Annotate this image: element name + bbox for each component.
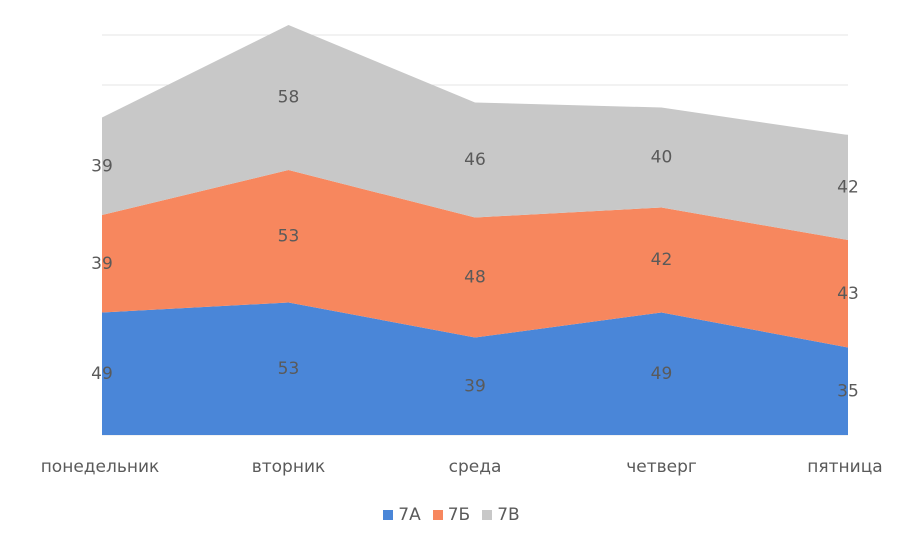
data-label: 43: [837, 284, 859, 304]
data-label: 42: [837, 178, 859, 198]
x-tick-label: пятница: [807, 457, 882, 477]
legend-swatch: [383, 510, 394, 520]
data-label: 48: [464, 268, 486, 288]
data-label: 49: [651, 364, 673, 384]
legend-item: 7А: [383, 505, 421, 525]
area-layer: [102, 25, 848, 435]
data-label: 53: [278, 359, 300, 379]
legend-label: 7Б: [447, 505, 471, 525]
legend-item: 7Б: [432, 505, 471, 525]
data-label: 42: [651, 250, 673, 270]
data-label: 39: [91, 156, 113, 176]
legend-swatch: [432, 510, 443, 520]
legend: 7А 7Б 7В: [0, 505, 903, 525]
data-label: 49: [91, 364, 113, 384]
data-label: 35: [837, 381, 859, 401]
label-layer: 49 53 39 49 35 39 53 48 42 43 39 58 46 40 42: [91, 88, 859, 402]
data-label: 46: [464, 150, 486, 170]
data-label: 39: [91, 254, 113, 274]
area-series-3: [102, 25, 848, 240]
data-label: 58: [278, 88, 300, 108]
data-label: 53: [278, 226, 300, 246]
data-label: 40: [651, 148, 673, 168]
data-label: 39: [464, 376, 486, 396]
x-axis-ticks: понедельник вторник среда четверг пятница: [41, 457, 883, 477]
area-series-1: [102, 302, 848, 435]
x-tick-label: среда: [449, 457, 502, 477]
x-tick-label: вторник: [252, 457, 326, 477]
x-tick-label: четверг: [626, 457, 697, 477]
legend-label: 7В: [497, 505, 520, 525]
area-series-2: [102, 170, 848, 348]
legend-label: 7А: [398, 505, 421, 525]
legend-swatch: [482, 510, 493, 520]
legend-item: 7В: [482, 505, 520, 525]
x-tick-label: понедельник: [41, 457, 160, 477]
